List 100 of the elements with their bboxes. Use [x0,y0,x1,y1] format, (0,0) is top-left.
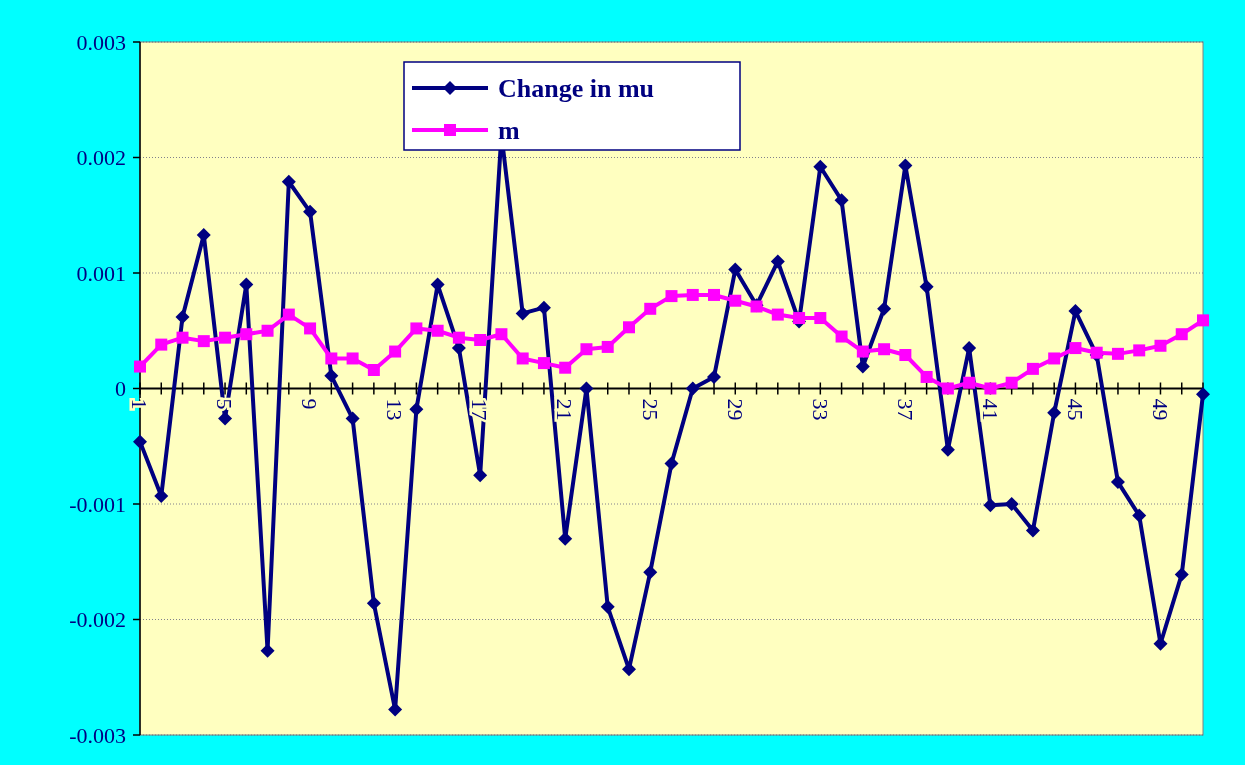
point [474,333,487,346]
point [984,382,997,395]
point [1111,347,1124,360]
point [366,596,381,611]
point [1004,497,1019,511]
point [983,498,998,513]
point [324,368,339,383]
point [685,381,700,396]
point [261,324,274,337]
x-tick-label: 41 [977,398,1003,421]
point [664,456,679,471]
point [601,340,614,353]
y-tick-label: 0.003 [76,29,126,55]
legend-label: Change in mu [498,74,655,104]
y-tick-label: 0.001 [76,260,126,286]
x-tick-label: 33 [807,398,833,421]
point [325,352,338,365]
point [452,331,465,344]
point [155,338,168,351]
point [855,359,870,374]
point [175,309,190,324]
point [814,312,827,325]
point [644,302,657,315]
point [346,352,359,365]
x-tick-label: 25 [637,398,663,421]
point [451,341,466,356]
point [1025,523,1040,538]
x-tick-label: 49 [1147,398,1173,421]
point [218,411,233,426]
point [1048,352,1061,365]
point [728,262,743,277]
point [134,360,146,373]
point [813,159,828,174]
point [1026,362,1039,375]
point [1174,567,1189,582]
point [771,308,784,321]
point [260,643,275,658]
point [389,345,402,358]
y-tick-label: 0.002 [76,145,126,171]
point [878,343,891,356]
point [1069,342,1082,355]
point [537,357,550,370]
point [176,331,189,344]
y-tick-label: -0.002 [69,607,126,633]
point [686,288,699,301]
point [1197,314,1209,327]
point [304,322,317,335]
point [239,277,254,292]
point [1175,328,1188,341]
point [133,434,147,449]
x-tick-label: 13 [382,398,408,421]
point [770,254,785,269]
point [920,370,933,383]
point [729,294,742,307]
point [600,599,615,614]
point [835,330,848,343]
point [240,328,253,341]
point [899,349,912,362]
point [941,382,954,395]
x-tick-label: 29 [722,398,748,421]
point [1154,339,1167,352]
point [196,227,211,242]
point [643,565,658,580]
point [345,411,360,426]
point [580,343,593,356]
point [495,328,508,341]
point [1132,508,1147,523]
point [473,468,488,483]
point [963,376,976,389]
point [856,345,869,358]
point [282,308,295,321]
point [1110,475,1125,490]
point [515,306,530,321]
point [219,331,232,344]
point [1005,376,1018,389]
point [303,204,318,219]
x-tick-label: 1 [127,398,153,410]
y-tick-label: 0 [115,376,126,402]
point [410,322,423,335]
point [622,321,635,334]
point [281,174,296,189]
x-tick-label: 37 [892,398,918,421]
point [707,369,722,384]
point [665,290,678,303]
point [877,301,892,316]
point [409,402,424,417]
point [708,288,721,301]
point [1196,387,1210,402]
point [919,279,934,294]
point [388,702,403,717]
point [536,300,551,315]
point [431,324,444,337]
point [1047,405,1062,420]
point [793,312,806,325]
legend-label: m [498,116,520,146]
x-tick-label: 45 [1062,398,1088,421]
y-tick-label: -0.001 [69,491,126,517]
x-tick-label: 5 [212,398,238,410]
x-tick-label: 9 [297,398,323,410]
point [516,352,529,365]
